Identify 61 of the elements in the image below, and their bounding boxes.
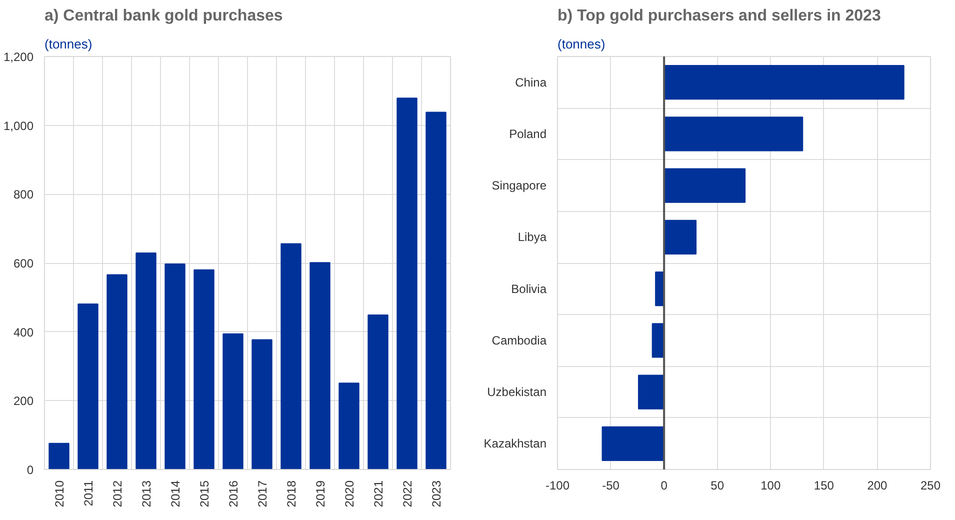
bar [222,333,244,470]
chart-subtitle: (tonnes) [558,36,606,52]
bar [78,303,98,470]
x-tick-label: 250 [920,478,941,492]
x-tick-label: 2020 [342,480,356,508]
x-tick-label: 2015 [198,480,212,508]
x-tick-label: 2021 [372,480,386,508]
y-tick-label: Cambodia [492,333,547,348]
bar [164,264,186,470]
bar [602,426,665,461]
y-tick-label: Uzbekistan [487,385,547,400]
bar [664,65,904,100]
bar [338,382,360,470]
bar [194,269,214,470]
x-tick-label: 2022 [400,480,414,508]
bar [310,262,330,470]
x-tick-label: 2023 [430,480,444,508]
x-tick-label: 2016 [226,480,240,508]
x-tick-label: -100 [545,478,570,492]
y-tick-label: China [515,75,547,90]
x-tick-label: -50 [602,478,620,492]
chart-subtitle: (tonnes) [44,36,92,52]
x-tick-label: 50 [710,478,724,492]
y-tick-label: Poland [509,126,547,141]
bar [136,252,156,470]
bar [638,374,665,410]
chart-title: a) Central bank gold purchases [44,8,283,24]
x-tick-label: 2011 [82,480,96,506]
x-tick-label: 150 [814,478,834,492]
bar [664,220,697,254]
bar [48,442,70,470]
x-tick-label: 200 [867,478,888,492]
y-tick-label: 600 [13,256,34,270]
x-tick-label: 2013 [140,480,154,508]
y-tick-label: 1,200 [3,50,34,64]
y-tick-label: 200 [13,394,34,408]
bar [664,116,804,152]
bar [368,314,388,470]
x-tick-label: 2019 [314,480,328,508]
bar [106,274,128,470]
x-tick-label: 2014 [168,480,182,508]
chart-title: b) Top gold purchasers and sellers in 2023 [558,8,881,24]
y-tick-label: Kazakhstan [484,436,547,451]
y-tick-label: 1,000 [3,118,34,133]
x-tick-label: 2018 [284,480,298,508]
bar [664,168,746,203]
y-tick-label: Libya [518,230,547,244]
bar [252,339,272,470]
y-tick-label: 0 [26,463,34,477]
x-tick-label: 0 [660,478,668,492]
y-tick-label: Bolivia [511,282,547,296]
x-tick-label: 100 [760,478,781,492]
bar [396,98,418,470]
bar [426,112,446,470]
x-tick-label: 2017 [256,480,270,508]
y-tick-label: 800 [13,188,34,202]
bar [280,243,302,470]
x-tick-label: 2012 [110,480,124,508]
y-tick-label: 400 [13,325,34,340]
x-tick-label: 2010 [52,480,66,508]
y-tick-label: Singapore [492,178,547,193]
